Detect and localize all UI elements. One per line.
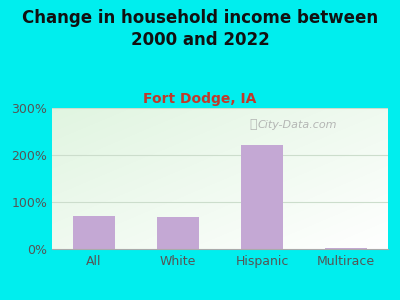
Text: ⦿: ⦿ [250, 118, 257, 131]
Bar [73, 216, 115, 249]
Text: City-Data.com: City-Data.com [258, 120, 337, 130]
Text: Change in household income between
2000 and 2022: Change in household income between 2000 … [22, 9, 378, 49]
Bar [241, 145, 283, 249]
Bar [325, 248, 367, 249]
Bar [157, 217, 199, 249]
Text: Fort Dodge, IA: Fort Dodge, IA [143, 92, 257, 106]
